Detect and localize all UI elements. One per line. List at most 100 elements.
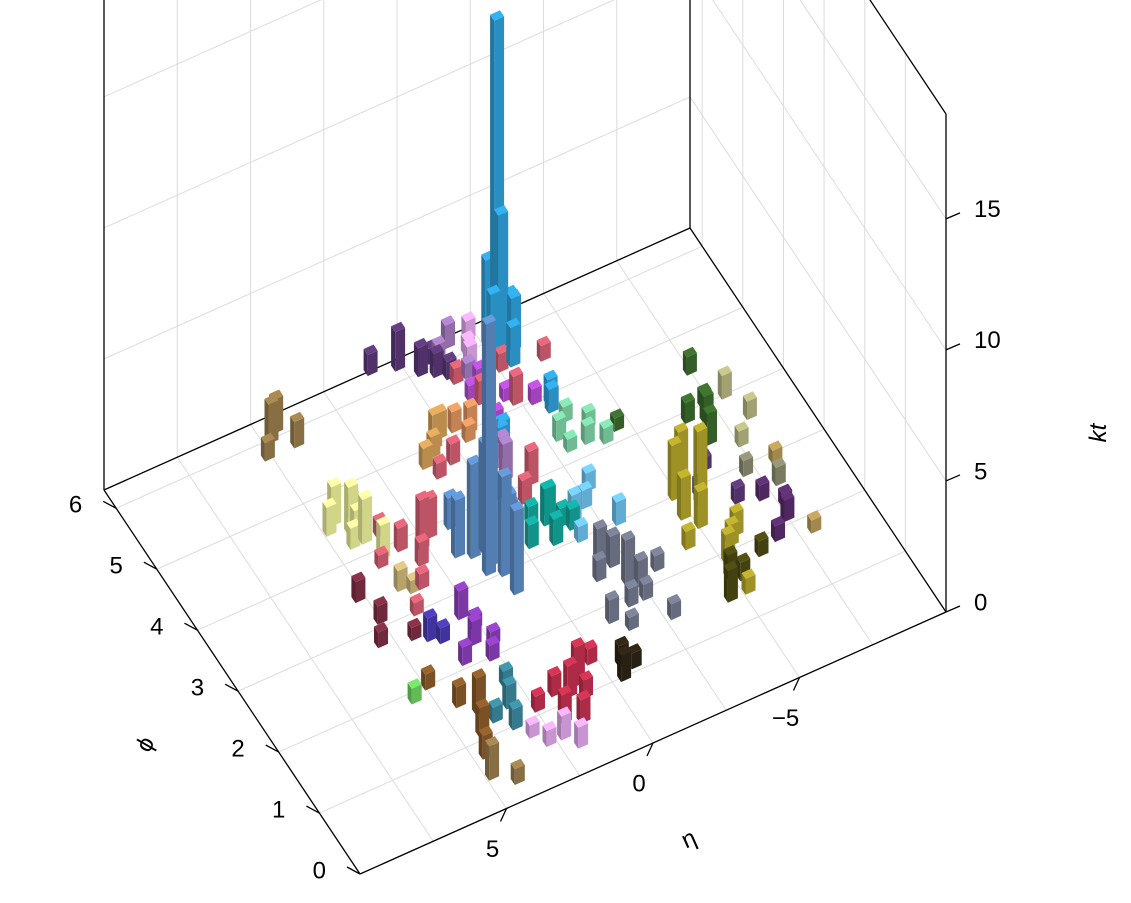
bar-side-face <box>474 375 479 406</box>
bar-top-face <box>471 668 486 679</box>
bar-side-face <box>414 537 419 567</box>
data-bar <box>563 429 578 453</box>
bar-front-face <box>629 613 639 632</box>
bar-side-face <box>667 440 672 502</box>
bar-front-face <box>654 552 665 573</box>
bar-front-face <box>614 414 625 432</box>
bar-side-face <box>466 458 471 560</box>
data-bar <box>454 581 469 621</box>
bar-side-face <box>563 433 568 453</box>
bar-side-face <box>768 444 773 465</box>
bar-top-face <box>290 411 305 423</box>
bar-side-face <box>680 397 685 425</box>
bar-top-face <box>346 518 361 529</box>
bar-side-face <box>544 384 549 414</box>
data-bar <box>612 492 626 527</box>
data-bar <box>557 706 572 741</box>
back-wall-grid-line <box>103 96 691 360</box>
bar-side-face <box>540 483 545 527</box>
data-bar <box>290 411 305 449</box>
bar-front-face <box>561 712 572 741</box>
bar-front-face <box>603 424 614 445</box>
bar-side-face <box>447 406 452 434</box>
bar-top-face <box>565 499 580 510</box>
bar-front-face <box>625 536 636 586</box>
bar-top-face <box>703 403 717 415</box>
bar-front-face <box>418 538 429 567</box>
bar-side-face <box>413 342 418 378</box>
bar-side-face <box>488 701 493 724</box>
bar-top-face <box>429 344 444 355</box>
bar-top-face <box>682 346 697 358</box>
z-tick-mark <box>945 212 961 220</box>
bar-side-face <box>461 358 466 380</box>
data-bar <box>755 475 770 502</box>
data-bar <box>351 571 366 604</box>
bar-top-face <box>552 410 567 422</box>
bar-side-face <box>739 455 744 478</box>
data-bar <box>509 366 524 406</box>
bar-top-face <box>460 330 475 341</box>
bar-top-face <box>509 501 524 512</box>
bar-top-face <box>583 639 598 650</box>
bar-side-face <box>418 443 423 471</box>
bar-front-face <box>450 440 461 466</box>
y-tick-label: 4 <box>150 614 163 641</box>
data-bar <box>506 317 521 368</box>
bar-front-face <box>685 398 695 425</box>
data-bar <box>449 358 464 386</box>
bar-side-face <box>771 520 775 543</box>
bar-top-face <box>736 552 751 563</box>
bar-top-face <box>612 492 626 503</box>
bar-front-face <box>610 532 620 569</box>
bar-top-face <box>458 637 473 648</box>
bar-front-face <box>367 350 378 377</box>
frame-edge <box>869 0 947 115</box>
bar-top-face <box>524 441 539 453</box>
bar-side-face <box>497 471 502 578</box>
bar-front-face <box>445 321 455 350</box>
bar-top-face <box>605 526 620 537</box>
back-wall-grid-line <box>103 0 322 98</box>
bar-side-face <box>446 438 451 466</box>
back-wall-grid-line <box>103 0 615 229</box>
bar-side-face <box>771 461 776 487</box>
bar-side-face <box>517 475 522 505</box>
bar-top-face <box>697 382 712 394</box>
bar-top-face <box>478 725 493 737</box>
floor-grid-line <box>176 456 434 842</box>
bar-front-face <box>578 723 589 749</box>
bar-top-face <box>721 525 736 536</box>
bar-top-face <box>446 434 461 445</box>
bar-top-face <box>344 477 359 488</box>
bar-top-face <box>754 531 769 542</box>
bar-side-face <box>454 585 459 621</box>
bar-top-face <box>413 337 428 349</box>
bar-top-face <box>351 571 366 583</box>
bar-top-face <box>436 618 450 629</box>
bar-top-face <box>374 545 389 556</box>
y-tick-mark <box>265 744 280 753</box>
bar-top-face <box>617 645 632 656</box>
bar-top-face <box>440 315 455 326</box>
bar-top-face <box>578 480 593 492</box>
bar-top-face <box>807 510 822 521</box>
floor-grid-line <box>319 550 906 814</box>
bar-front-face <box>456 683 467 709</box>
bar-front-face <box>580 695 591 724</box>
bar-side-face <box>452 681 457 709</box>
bar-side-face <box>499 383 504 403</box>
bar-side-face <box>461 421 466 444</box>
data-bar <box>580 416 595 446</box>
data-bar <box>393 560 408 593</box>
bar-top-face <box>495 428 510 439</box>
bar-front-face <box>616 498 626 527</box>
bar-side-face <box>741 573 746 595</box>
bar-front-face <box>427 495 438 540</box>
bar-top-face <box>461 416 476 428</box>
data-bar <box>414 532 429 567</box>
bar-side-face <box>525 719 530 739</box>
bar-side-face <box>676 472 681 521</box>
bar-front-face <box>522 476 532 505</box>
data-bar <box>481 314 496 577</box>
